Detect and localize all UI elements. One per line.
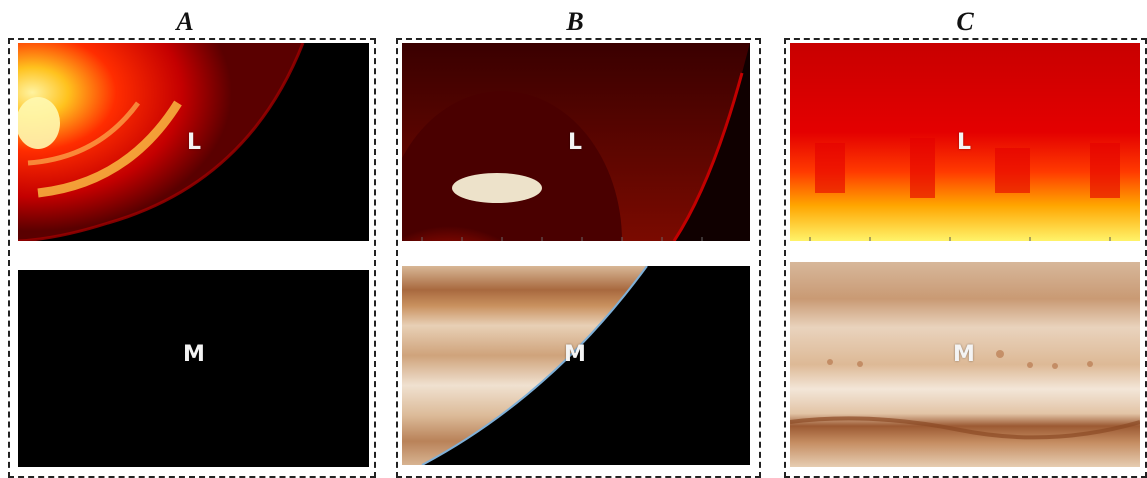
column-title-a: A (176, 7, 194, 36)
panel-b-top-label: L (567, 130, 583, 155)
panel-a-top-label: L (186, 130, 202, 155)
panel-a-bottom-label: M (183, 342, 205, 367)
panel-b-visible-image (402, 266, 750, 465)
panel-a-visible-image (18, 270, 369, 467)
panel-c-infrared-image (790, 43, 1140, 241)
panel-a-infrared-image (18, 43, 369, 241)
column-title-c: C (956, 7, 974, 36)
panel-b-infrared-image (402, 43, 750, 241)
panel-c-bottom-label: M (953, 342, 975, 367)
panel-c-visible-image (790, 262, 1140, 467)
panel-c-top-label: L (956, 130, 972, 155)
column-title-b: B (566, 7, 584, 36)
panel-b-bottom-label: M (564, 342, 586, 367)
